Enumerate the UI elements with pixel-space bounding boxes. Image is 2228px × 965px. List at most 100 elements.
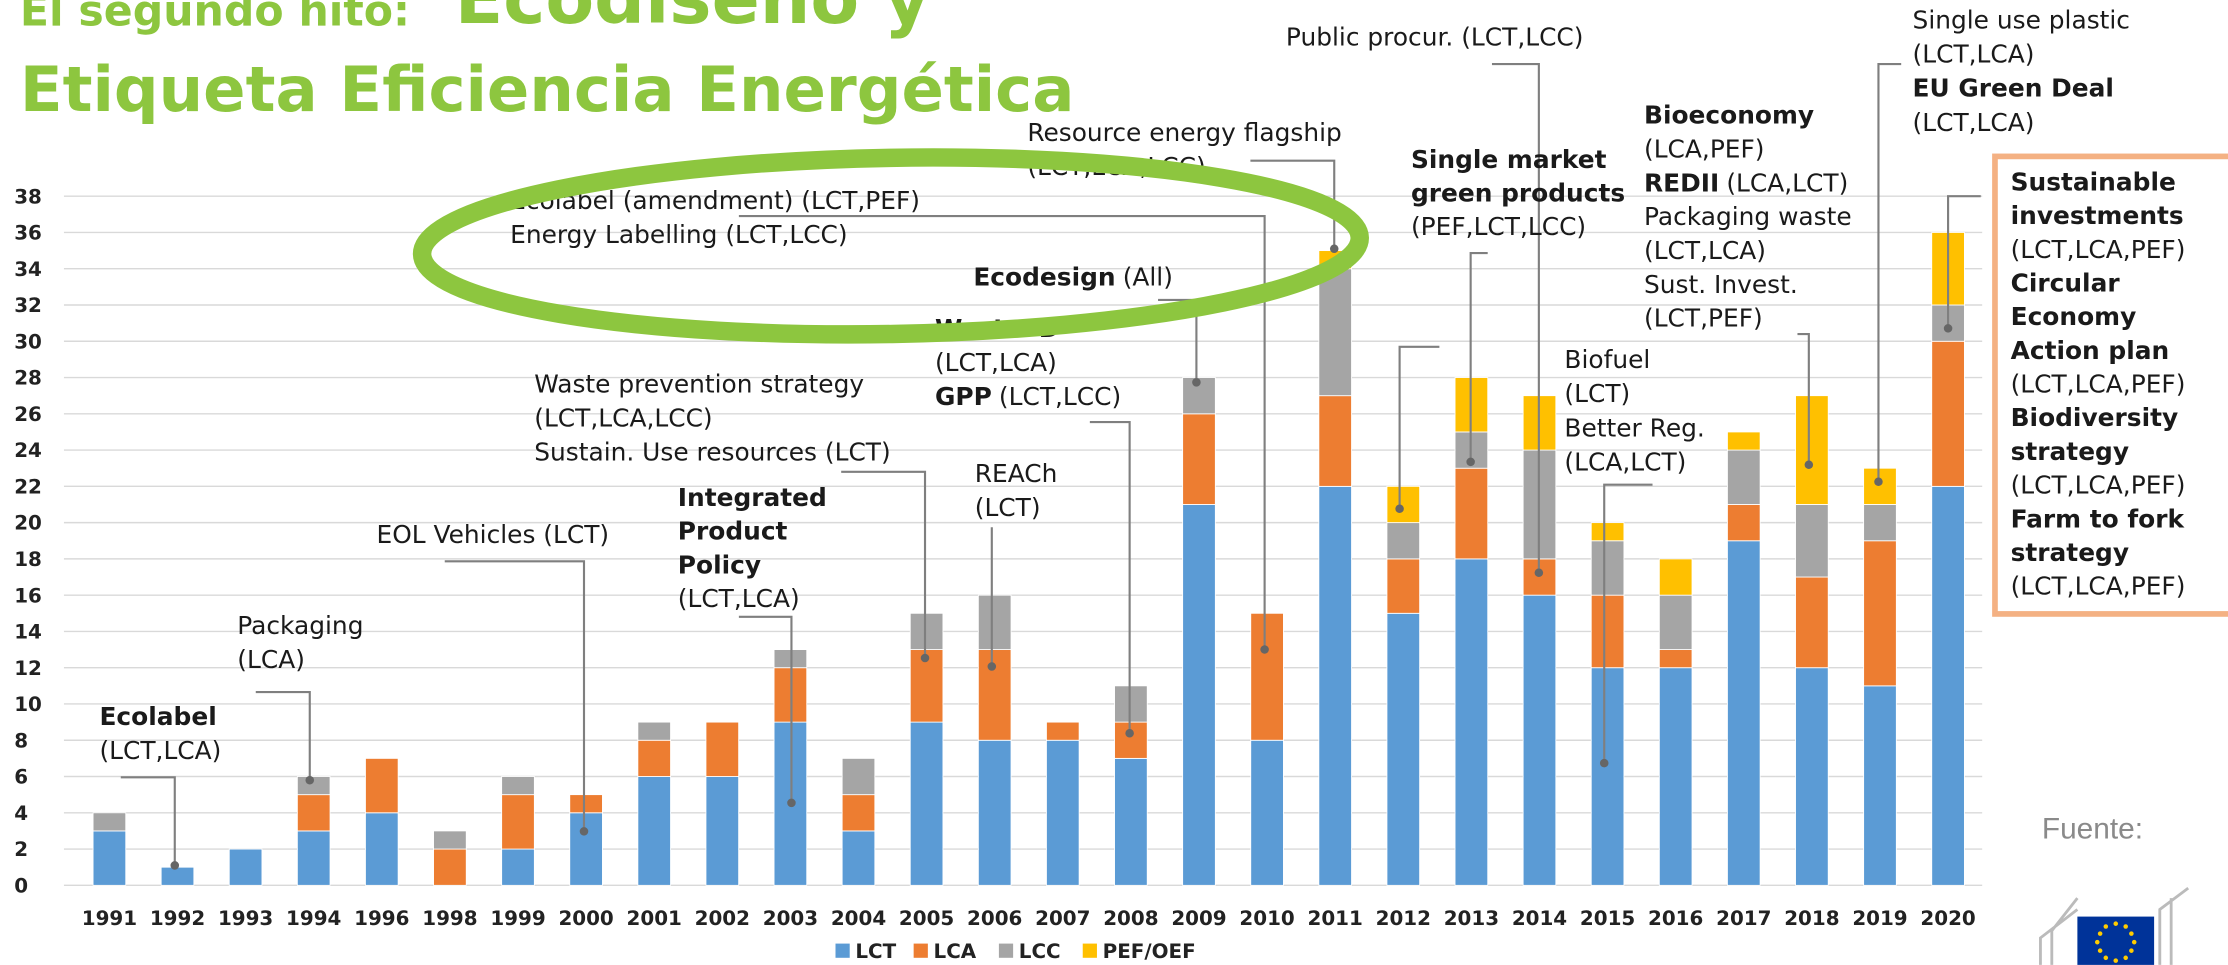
leader-line: [255, 691, 311, 781]
legend-swatch: [998, 943, 1014, 958]
x-tick-label: 1999: [490, 907, 545, 930]
x-tick-label: 2007: [1035, 907, 1090, 930]
x-tick-label: 2015: [1580, 907, 1635, 930]
x-tick-label: 1998: [422, 907, 477, 930]
leader-dot: [1466, 457, 1475, 467]
annotation-bold: Sustainable: [2011, 168, 2176, 197]
annotation-line: (LCT): [1564, 379, 1630, 408]
bar-segment: [296, 794, 331, 832]
annotation-bold: investments: [2011, 201, 2184, 230]
bar-segment: [1727, 504, 1761, 542]
bar-segment: [841, 830, 876, 886]
bar-segment: [1727, 431, 1761, 451]
annotation-text: (LCT,LCA): [1644, 236, 1766, 265]
annotation-bold: green products: [1411, 178, 1625, 207]
annotation-text: (PEF,LCT,LCC): [1411, 212, 1586, 241]
bar-segment: [1658, 594, 1693, 650]
bar-segment: [569, 812, 603, 886]
bar-segment: [1318, 395, 1352, 487]
bar-segment: [637, 721, 671, 741]
annotation-text: (LCT,PEF): [1644, 304, 1763, 333]
leader-dot: [170, 861, 180, 870]
x-tick-label: 2008: [1103, 907, 1158, 930]
bar-segment: [1386, 485, 1421, 524]
y-tick-label: 18: [14, 548, 42, 571]
bar-segment: [977, 594, 1012, 650]
annotation-text: Better Reg.: [1564, 413, 1704, 442]
bar-segment: [1658, 649, 1693, 669]
bar-segment: [1250, 612, 1284, 741]
annotation-line: Product: [678, 517, 788, 546]
annotation-line: Policy: [678, 550, 761, 579]
leader-line: [1877, 62, 1902, 482]
bar-segment: [909, 721, 944, 886]
leader-dot: [787, 798, 796, 808]
annotation-line: Biofuel: [1564, 345, 1650, 374]
bar-segment: [1318, 485, 1352, 886]
leader-dot: [305, 775, 315, 785]
annotation-text: (LCA,PEF): [1644, 135, 1765, 164]
annotation-line: strategy: [2011, 538, 2129, 567]
x-tick-label: 2002: [695, 907, 750, 930]
leader-dot: [1534, 568, 1544, 577]
annotation-text: Sust. Invest.: [1644, 270, 1798, 299]
annotation-text: Resource energy flagship: [1027, 118, 1342, 147]
bar-segment: [1046, 739, 1080, 886]
bar-segment: [296, 830, 331, 886]
bar-segment: [1590, 540, 1625, 596]
x-tick-label: 2020: [1920, 907, 1975, 930]
annotation-text: EOL Vehicles (LCT): [377, 520, 610, 549]
annotation-line: (LCT,LCA): [1913, 40, 2035, 69]
bar-segment: [1795, 576, 1829, 669]
leader-line: [1797, 332, 1810, 465]
annotation-bold: Integrated: [678, 483, 827, 512]
annotation-line: Ecodesign (All): [973, 263, 1173, 292]
annotation-line: EOL Vehicles (LCT): [377, 520, 610, 549]
x-tick-label: 2003: [763, 907, 818, 930]
leader-dot: [579, 827, 589, 836]
annotation-text: Biofuel: [1564, 345, 1650, 374]
legend-label: PEF/OEF: [1103, 940, 1196, 963]
leaders: [120, 62, 1981, 870]
leader-line: [1947, 195, 1981, 329]
leader-dot: [1395, 504, 1404, 514]
bar-segment: [365, 757, 399, 814]
bar-segment: [1386, 612, 1421, 886]
annotation-text: (LCT,LCA,PEF): [2011, 370, 2186, 399]
annotation-bold: REDII: [1644, 168, 1719, 197]
annotation-line: (LCA): [237, 645, 305, 674]
annotation-bold: strategy: [2011, 437, 2129, 466]
annotation-line: Farm to fork: [2011, 504, 2185, 533]
y-tick-label: 24: [14, 439, 42, 462]
annotation-text: (LCT): [1564, 379, 1630, 408]
bar-segment: [1046, 721, 1080, 741]
title-large: Ecodiseño y: [455, 0, 930, 40]
leader-dot: [987, 662, 997, 671]
legend: LCT LCA LCC PEF/OEF: [835, 940, 1196, 963]
x-tick-label: 2001: [627, 907, 682, 930]
y-tick-label: 0: [14, 874, 28, 897]
annotation-text: (LCT,LCA,PEF): [2011, 471, 2186, 500]
x-tick-label: 2000: [558, 907, 613, 930]
x-tick-label: 1992: [150, 907, 205, 930]
y-tick-label: 38: [14, 185, 42, 208]
bar-segment: [1931, 485, 1965, 886]
annotation-text: (LCA,LCT): [1726, 168, 1848, 197]
annotation-line: green products: [1411, 178, 1625, 207]
bar-segment: [1318, 268, 1352, 397]
annotation-text: Single use plastic: [1913, 6, 2130, 35]
leader-dot: [1599, 758, 1609, 768]
bar-segment: [977, 649, 1012, 741]
bar-segment: [1590, 667, 1625, 886]
y-tick-label: 28: [14, 367, 42, 390]
annotation-bold: Product: [678, 517, 788, 546]
annotation-text: (LCT,LCA,LCC): [534, 403, 712, 432]
leader-line: [444, 560, 586, 832]
leader-dot: [1943, 324, 1953, 333]
x-tick-label: 2013: [1444, 907, 1499, 930]
annotation-line: (LCT,LCA): [678, 584, 800, 613]
bar-segment: [1454, 558, 1489, 886]
source-label: Fuente:: [2042, 812, 2143, 845]
bar-segment: [1182, 504, 1216, 886]
